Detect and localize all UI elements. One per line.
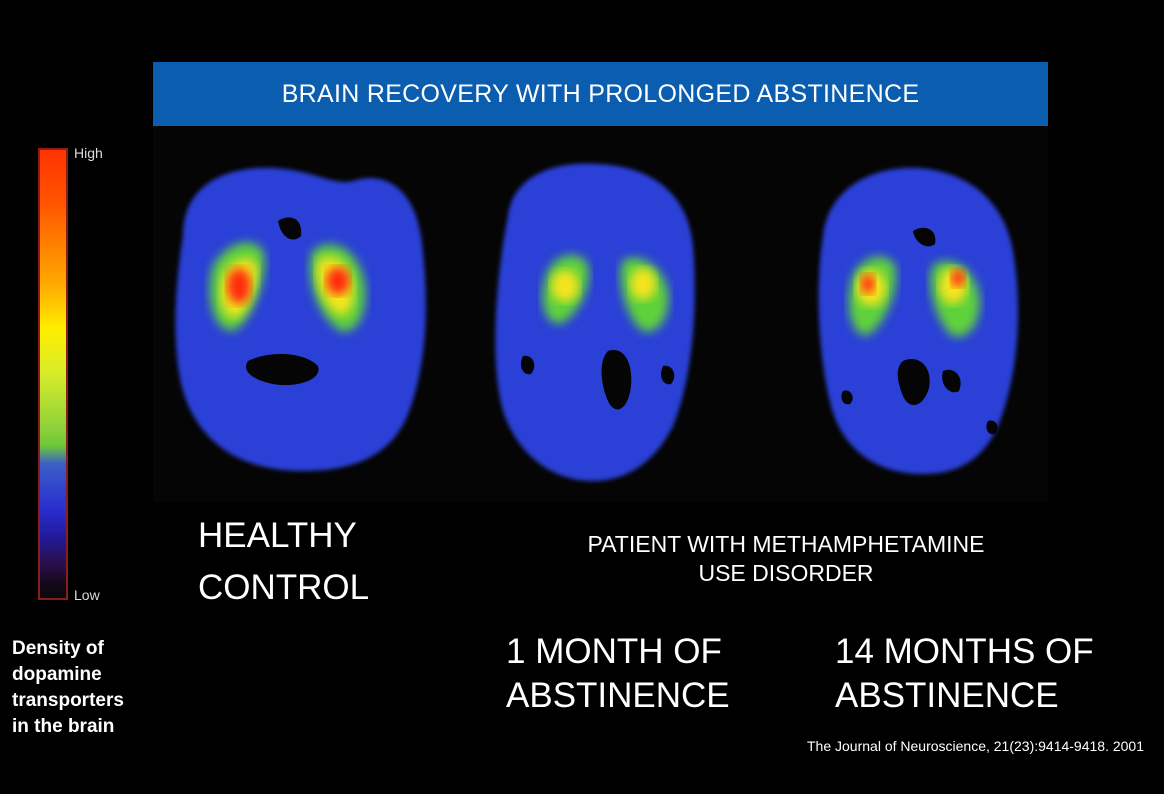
colorbar-low-label: Low: [74, 587, 100, 603]
banner-title: BRAIN RECOVERY WITH PROLONGED ABSTINENCE: [281, 79, 920, 108]
caption-line: in the brain: [12, 716, 115, 737]
colorbar-high-label: High: [74, 145, 103, 161]
brain-scan-healthy: [175, 167, 426, 471]
citation: The Journal of Neuroscience, 21(23):9414…: [807, 738, 1144, 754]
abst1-line-1: 1 MONTH OF: [506, 632, 722, 671]
dopamine-density-colorbar: [38, 148, 68, 600]
patient-label: PATIENT WITH METHAMPHETAMINE USE DISORDE…: [556, 530, 1016, 588]
healthy-line-2: CONTROL: [198, 568, 370, 607]
patient-line-2: USE DISORDER: [698, 560, 874, 586]
colorbar-caption: Density of dopamine transporters in the …: [12, 636, 172, 740]
caption-line: Density of: [12, 638, 104, 659]
fourteen-months-abstinence-label: 14 MONTHS OF ABSTINENCE: [835, 630, 1094, 718]
caption-line: transporters: [12, 690, 124, 711]
title-banner: BRAIN RECOVERY WITH PROLONGED ABSTINENCE: [153, 62, 1048, 126]
abst14-line-1: 14 MONTHS OF: [835, 632, 1094, 671]
caption-line: dopamine: [12, 664, 102, 685]
abst14-line-2: ABSTINENCE: [835, 676, 1059, 715]
healthy-line-1: HEALTHY: [198, 516, 357, 555]
abst1-line-2: ABSTINENCE: [506, 676, 730, 715]
brain-scan-14-months: [818, 167, 1018, 474]
pet-scan-panel: [153, 126, 1048, 502]
one-month-abstinence-label: 1 MONTH OF ABSTINENCE: [506, 630, 730, 718]
patient-line-1: PATIENT WITH METHAMPHETAMINE: [587, 531, 985, 557]
brain-scan-1-month: [495, 163, 695, 481]
healthy-control-label: HEALTHY CONTROL: [198, 510, 369, 614]
